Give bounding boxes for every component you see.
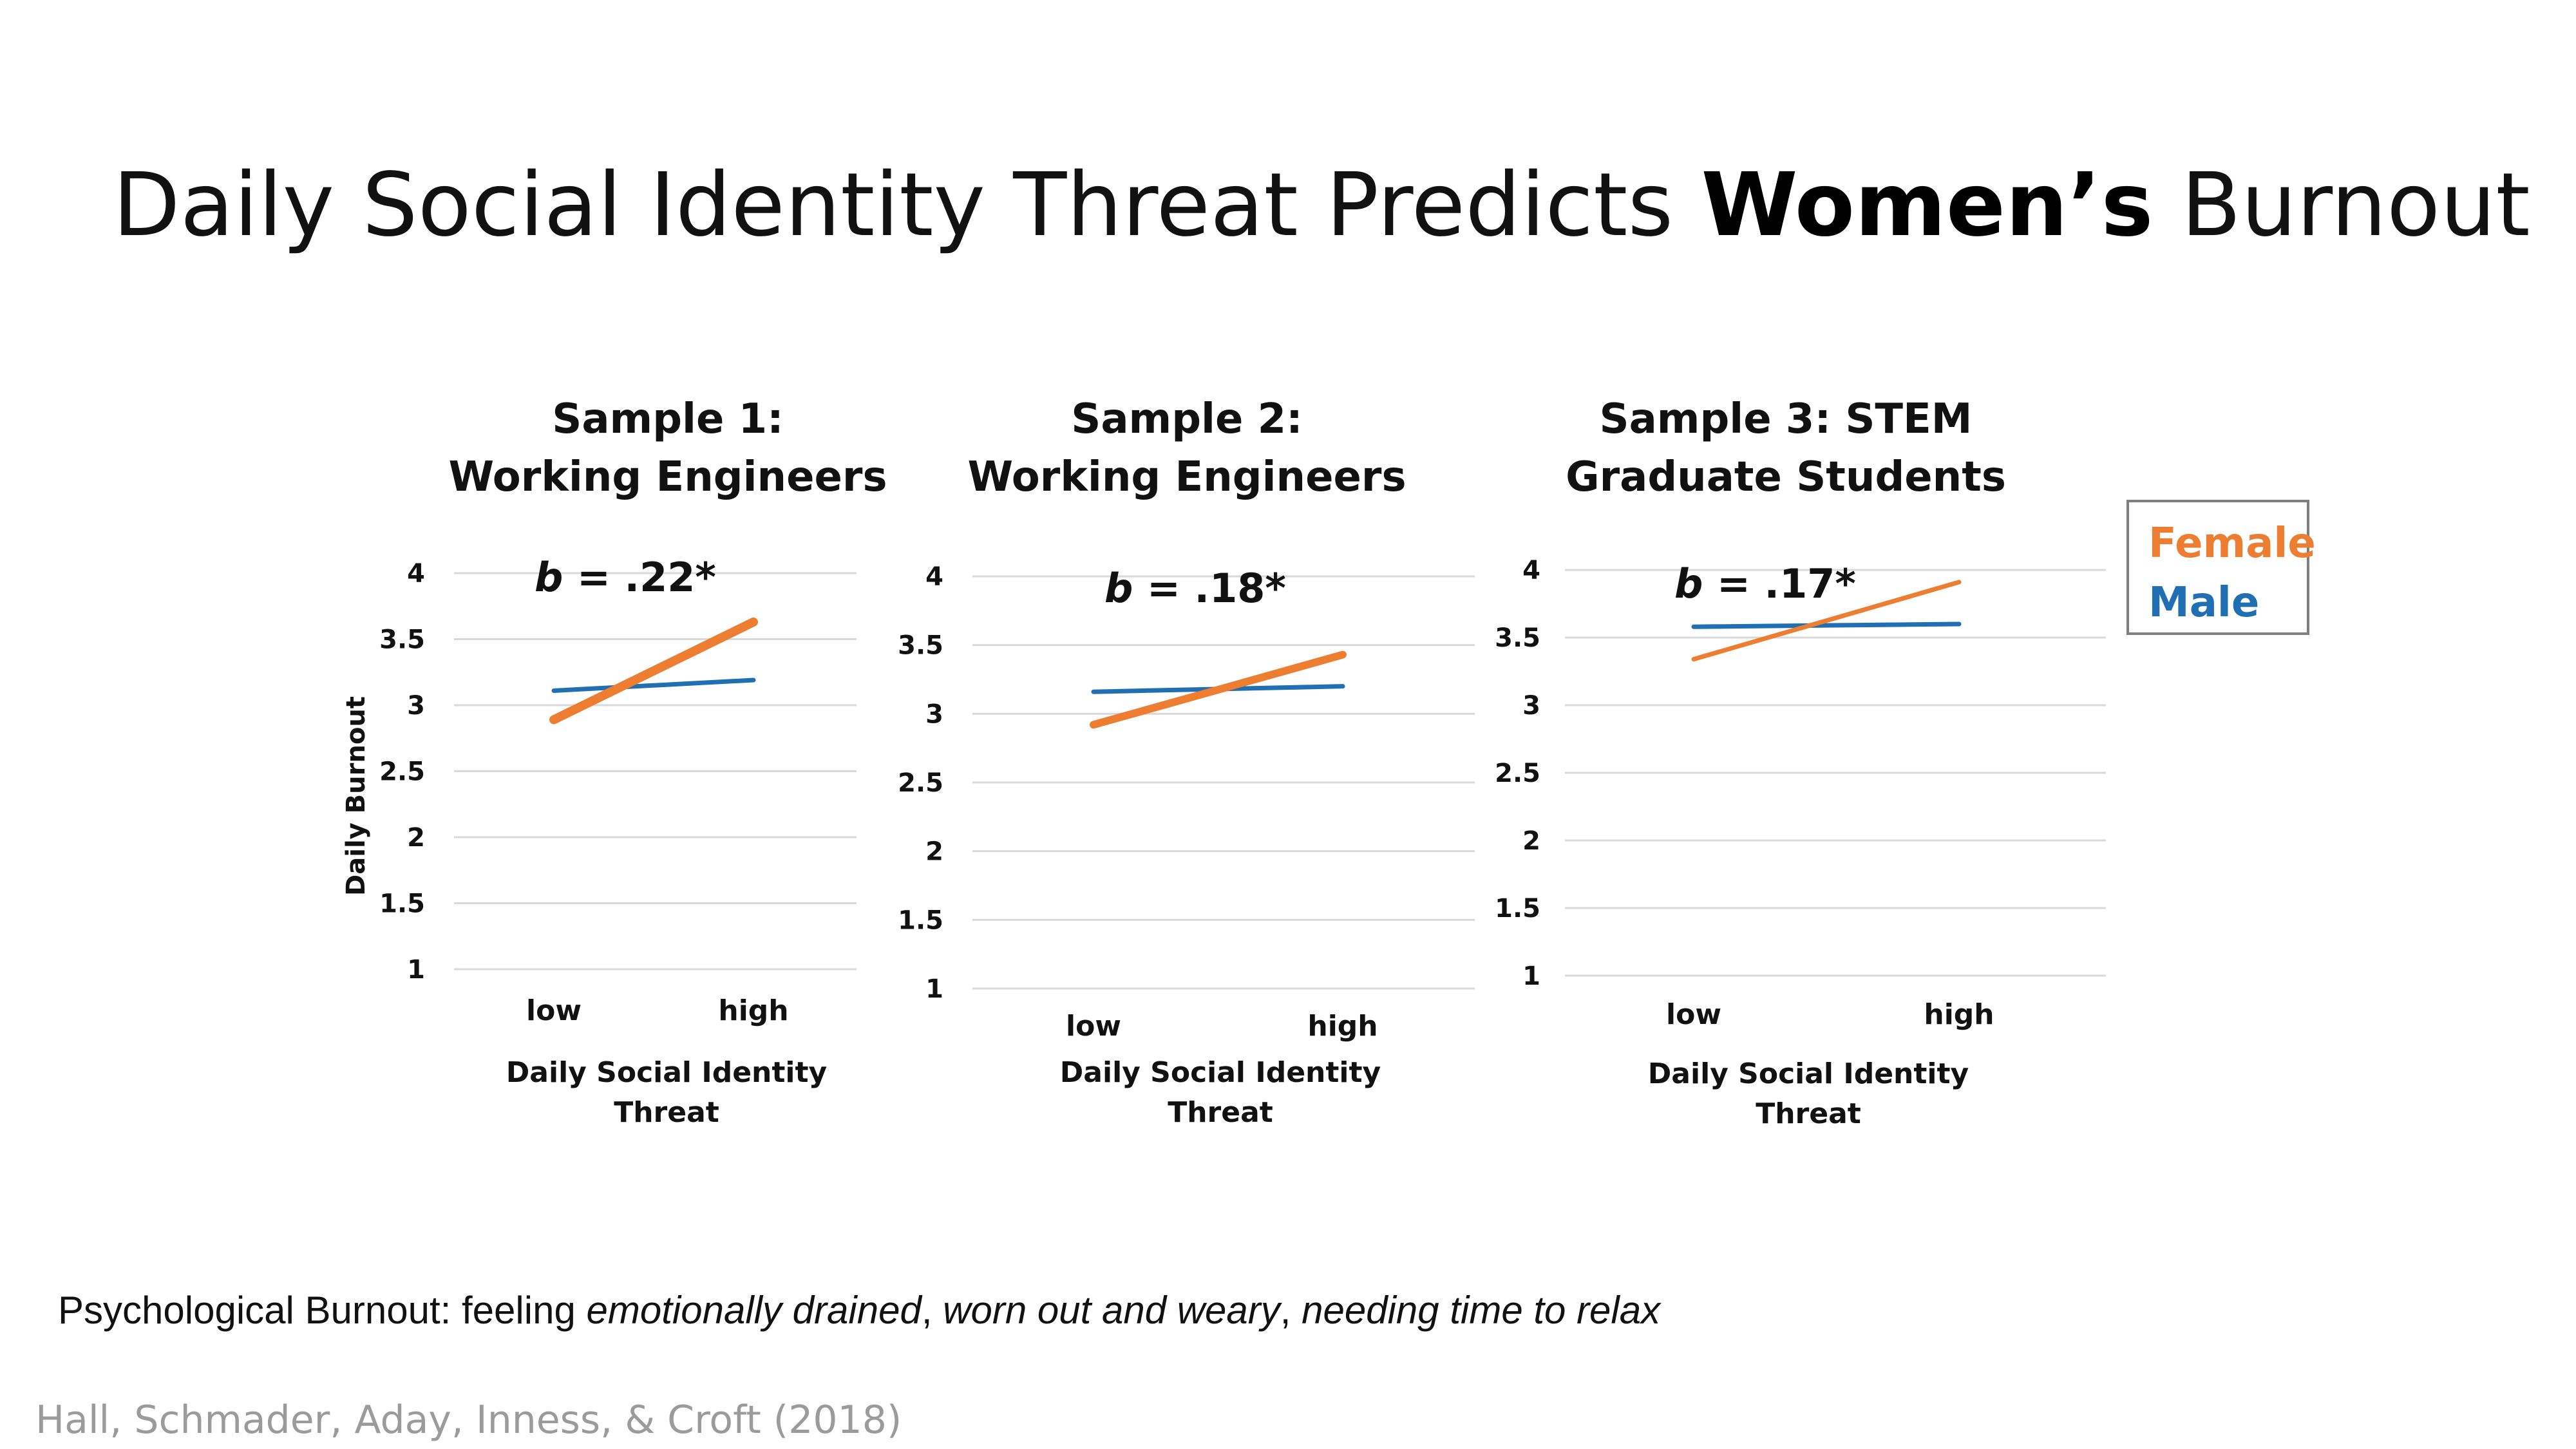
chart-1-y-tick-2: 2 xyxy=(407,823,425,853)
chart-2-x-tick-high: high xyxy=(1307,1010,1378,1043)
chart-3-y-tick-4: 3 xyxy=(1522,691,1540,721)
chart-1-line-female xyxy=(549,617,758,724)
chart-1-y-tick-3: 2.5 xyxy=(379,757,425,787)
legend-female: Female xyxy=(2148,520,2316,567)
chart-3-lines xyxy=(1691,580,1962,662)
chart-2-x-label-line-1: Daily Social Identity xyxy=(1060,1056,1381,1089)
slide-title: Daily Social Identity Threat Predicts Wo… xyxy=(113,155,2530,256)
burnout-definition: Psychological Burnout: feeling emotional… xyxy=(58,1288,1660,1332)
chart-3-x-tick-high: high xyxy=(1924,998,1994,1031)
chart-3-x-label-line-1: Daily Social Identity xyxy=(1648,1057,1969,1090)
chart-3-b-symbol: b xyxy=(1674,560,1703,607)
chart-1-x-label-line-1: Daily Social Identity xyxy=(506,1056,827,1089)
chart-1-title-line-2: Working Engineers xyxy=(448,453,887,501)
chart-2-x-label-line-2: Threat xyxy=(1168,1096,1273,1129)
chart-3-b-value: = .17* xyxy=(1703,560,1855,607)
chart-1-b-value: = .22* xyxy=(563,554,715,601)
chart-2-y-tick-6: 4 xyxy=(925,562,943,592)
chart-2-y-tick-0: 1 xyxy=(925,974,943,1004)
definition-lead: Psychological Burnout: feeling xyxy=(58,1289,587,1332)
chart-2-y-tick-1: 1.5 xyxy=(898,905,943,935)
chart-1-gridlines xyxy=(454,572,857,971)
chart-2-line-female xyxy=(1090,650,1347,729)
definition-separator-1: , xyxy=(921,1289,943,1332)
slide-title-pre: Daily Social Identity Threat Predicts xyxy=(113,155,1701,256)
chart-1-y-tick-1: 1.5 xyxy=(379,889,425,919)
chart-2-y-tick-5: 3.5 xyxy=(898,631,943,661)
chart-3-y-tick-5: 3.5 xyxy=(1495,623,1540,653)
chart-1-b-annotation: b = .22* xyxy=(535,554,716,601)
definition-separator-2: , xyxy=(1280,1289,1302,1332)
chart-1-b-symbol: b xyxy=(535,554,563,601)
chart-2-x-tick-low: low xyxy=(1066,1010,1121,1043)
chart-legend: Female Male xyxy=(2126,500,2316,635)
slide-title-bold: Women’s xyxy=(1701,155,2154,256)
chart-3-y-tick-0: 1 xyxy=(1522,961,1540,991)
chart-3-x-tick-low: low xyxy=(1666,998,1721,1031)
chart-1-y-tick-4: 3 xyxy=(407,691,425,721)
chart-2-b-symbol: b xyxy=(1104,565,1133,612)
citation: Hall, Schmader, Aday, Inness, & Croft (2… xyxy=(35,1397,902,1443)
chart-3-y-ticks: 1 1.5 2 2.5 3 3.5 4 xyxy=(1495,556,1540,991)
chart-2-y-ticks: 1 1.5 2 2.5 3 3.5 4 xyxy=(898,562,943,1004)
chart-1-y-tick-5: 3.5 xyxy=(379,625,425,655)
definition-term-2: worn out and weary xyxy=(943,1289,1280,1332)
chart-3-y-tick-3: 2.5 xyxy=(1495,759,1540,788)
chart-3-title-line-1: Sample 3: STEM xyxy=(1600,395,1973,443)
chart-2-y-tick-4: 3 xyxy=(925,699,943,729)
chart-1-title-line-1: Sample 1: xyxy=(552,395,784,443)
chart-3-y-tick-2: 2 xyxy=(1522,826,1540,856)
chart-2-y-tick-3: 2.5 xyxy=(898,768,943,798)
chart-2-lines xyxy=(1090,650,1347,729)
legend-male: Male xyxy=(2148,579,2260,627)
chart-3-line-female xyxy=(1691,580,1962,662)
chart-3-gridlines xyxy=(1565,569,2106,977)
chart-1-lines xyxy=(549,617,758,724)
chart-2-title-line-1: Sample 2: xyxy=(1071,395,1303,443)
chart-3-line-male xyxy=(1691,621,1962,629)
definition-term-3: needing time to relax xyxy=(1302,1289,1661,1332)
chart-3-x-label-line-2: Threat xyxy=(1756,1097,1861,1130)
chart-2-b-value: = .18* xyxy=(1133,565,1285,612)
chart-1-x-label-line-2: Threat xyxy=(614,1096,719,1129)
chart-2-b-annotation: b = .18* xyxy=(1104,565,1286,612)
chart-1-y-tick-0: 1 xyxy=(407,955,425,985)
chart-1-y-label: Daily Burnout xyxy=(341,696,371,896)
chart-1-y-tick-6: 4 xyxy=(407,559,425,589)
chart-2-title-line-2: Working Engineers xyxy=(967,453,1406,501)
chart-2-y-tick-2: 2 xyxy=(925,837,943,867)
chart-1-line-male xyxy=(551,677,756,693)
chart-3-y-tick-6: 4 xyxy=(1522,556,1540,585)
chart-3-b-annotation: b = .17* xyxy=(1674,560,1856,607)
chart-2-gridlines xyxy=(972,575,1475,990)
chart-1-x-tick-low: low xyxy=(526,994,582,1027)
chart-1-y-ticks: 1 1.5 2 2.5 3 3.5 4 xyxy=(379,559,425,985)
definition-term-1: emotionally drained xyxy=(586,1289,922,1332)
chart-3-y-tick-1: 1.5 xyxy=(1495,894,1540,923)
slide-title-post: Burnout xyxy=(2153,155,2530,256)
chart-3-title-line-2: Graduate Students xyxy=(1566,453,2006,501)
chart-1-x-tick-high: high xyxy=(718,994,788,1027)
